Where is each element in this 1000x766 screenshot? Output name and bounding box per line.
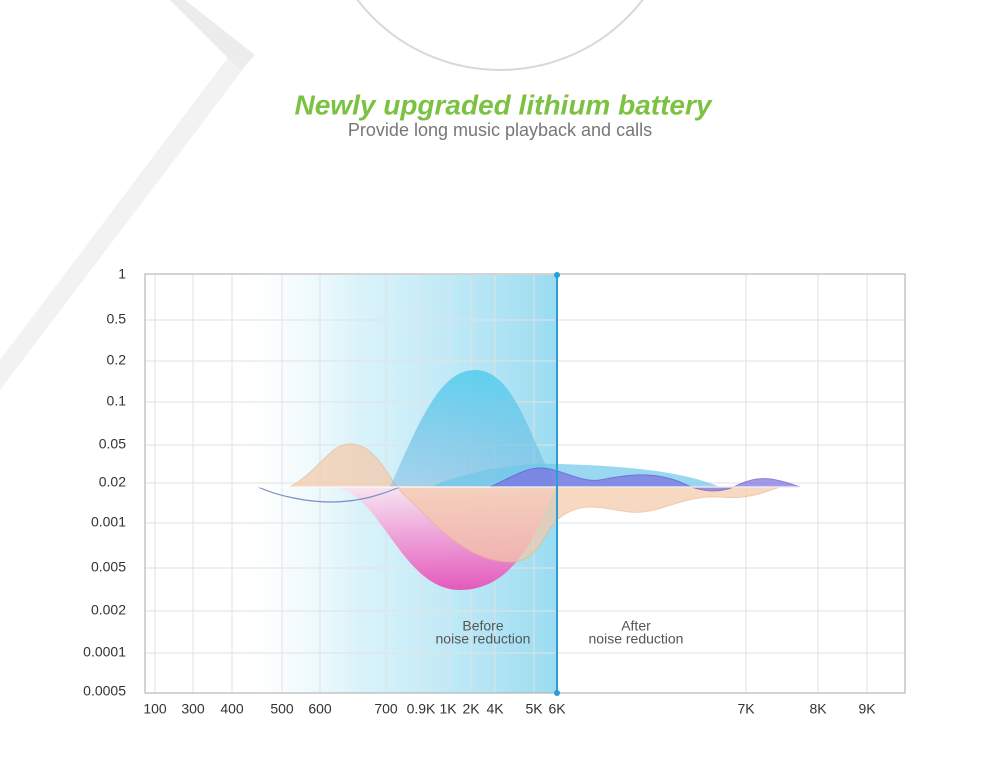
graph [144,272,906,696]
x-label: 9K [858,701,876,717]
x-label: 300 [181,701,205,717]
x-label: 500 [270,701,294,717]
y-label: 0.1 [107,393,127,409]
x-label: 4K [486,701,504,717]
y-label: 0.0005 [83,683,126,699]
x-label: 2K [462,701,480,717]
subtitle: Provide long music playback and calls [348,120,652,140]
y-label: 0.02 [99,474,126,490]
x-label: 700 [374,701,398,717]
x-label: 7K [737,701,755,717]
y-label: 0.005 [91,559,126,575]
x-label: 0.9K [407,701,436,717]
x-label: 1K [439,701,457,717]
decor [0,0,644,390]
x-label: 8K [809,701,827,717]
annotation: Before [462,618,503,634]
y-label: 0.2 [107,352,127,368]
annotation: After [621,618,651,634]
title: Newly upgraded lithium battery [295,89,713,120]
y-label: 0.001 [91,514,126,530]
x-label: 400 [220,701,244,717]
annotation: noise reduction [436,631,531,647]
y-label: 1 [118,266,126,282]
x-label: 600 [308,701,332,717]
y-label: 0.05 [99,436,126,452]
y-label: 0.0001 [83,644,126,660]
annotation: noise reduction [589,631,684,647]
y-label: 0.5 [107,311,127,327]
x-label: 5K [525,701,543,717]
x-label: 6K [548,701,566,717]
x-label: 100 [143,701,167,717]
y-label: 0.002 [91,602,126,618]
